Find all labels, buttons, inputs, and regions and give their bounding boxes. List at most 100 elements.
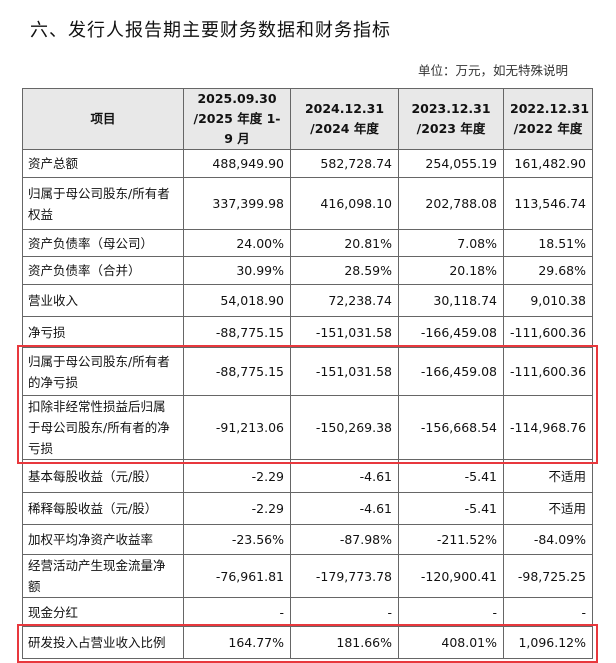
value-cell: -87.98%: [290, 524, 399, 555]
value-cell: 7.08%: [398, 229, 504, 257]
value-cell: -150,269.38: [290, 395, 399, 460]
value-cell: 30,118.74: [398, 284, 504, 317]
value-cell: -: [398, 597, 504, 627]
header-cell: 2024.12.31/2024 年度: [290, 88, 399, 150]
value-cell: -166,459.08: [398, 347, 504, 396]
row: 归属于母公司股东/所有者的净亏损 -88,775.15 -151,031.58 -16…: [22, 347, 593, 396]
row: 归属于母公司股东/所有者权益 337,399.98 416,098.10 202,78…: [22, 177, 593, 230]
value-cell: -5.41: [398, 492, 504, 525]
header-line: 项目: [90, 111, 116, 126]
value-cell: -114,968.76: [503, 395, 593, 460]
value-cell: 1,096.12%: [503, 626, 593, 659]
value-cell: -4.61: [290, 459, 399, 493]
row-label: 归属于母公司股东/所有者的净亏损: [22, 347, 184, 396]
row: 研发投入占营业收入比例 164.77% 181.66% 408.01% 1,096.12…: [22, 626, 593, 659]
value-cell: -156,668.54: [398, 395, 504, 460]
value-cell: -151,031.58: [290, 347, 399, 396]
row: 资产负债率（合并） 30.99% 28.59% 20.18% 29.68%: [22, 256, 593, 285]
header-cell: 2022.12.31/2022 年度: [503, 88, 593, 150]
value-cell: -76,961.81: [183, 554, 291, 598]
value-cell: -98,725.25: [503, 554, 593, 598]
row: 现金分红 - - - -: [22, 597, 593, 627]
value-cell: 9,010.38: [503, 284, 593, 317]
value-cell: 不适用: [503, 492, 593, 525]
value-cell: 18.51%: [503, 229, 593, 257]
row-label: 营业收入: [22, 284, 184, 317]
value-cell: -2.29: [183, 492, 291, 525]
value-cell: -23.56%: [183, 524, 291, 555]
value-cell: -2.29: [183, 459, 291, 493]
value-cell: 254,055.19: [398, 149, 504, 178]
value-cell: 30.99%: [183, 256, 291, 285]
value-cell: -111,600.36: [503, 316, 593, 348]
value-cell: 582,728.74: [290, 149, 399, 178]
row-label: 归属于母公司股东/所有者权益: [22, 177, 184, 230]
value-cell: 28.59%: [290, 256, 399, 285]
header-line: /2022 年度: [513, 121, 583, 136]
header-line: /2025 年度 1-9 月: [193, 111, 281, 146]
value-cell: 408.01%: [398, 626, 504, 659]
row-label: 资产总额: [22, 149, 184, 178]
header-cell: 2023.12.31/2023 年度: [398, 88, 504, 150]
header-cell: 项目: [22, 88, 184, 150]
value-cell: 72,238.74: [290, 284, 399, 317]
value-cell: -166,459.08: [398, 316, 504, 348]
title: 六、发行人报告期主要财务数据和财务指标: [30, 20, 391, 41]
row: 稀释每股收益（元/股） -2.29 -4.61 -5.41 不适用: [22, 492, 593, 525]
row: 营业收入 54,018.90 72,238.74 30,118.74 9,010.38: [22, 284, 593, 317]
header-line: /2023 年度: [416, 121, 486, 136]
value-cell: -111,600.36: [503, 347, 593, 396]
row-label: 现金分红: [22, 597, 184, 627]
header-line: /2024 年度: [310, 121, 379, 136]
table: 项目 2025.09.30/2025 年度 1-9 月 2024.12.31/202…: [22, 88, 593, 659]
value-cell: 113,546.74: [503, 177, 593, 230]
value-cell: 337,399.98: [183, 177, 291, 230]
value-cell: 161,482.90: [503, 149, 593, 178]
value-cell: 164.77%: [183, 626, 291, 659]
value-cell: -84.09%: [503, 524, 593, 555]
row-label: 研发投入占营业收入比例: [22, 626, 184, 659]
row: 净亏损 -88,775.15 -151,031.58 -166,459.08 -111,…: [22, 316, 593, 348]
value-cell: 54,018.90: [183, 284, 291, 317]
row-label: 净亏损: [22, 316, 184, 348]
value-cell: 416,098.10: [290, 177, 399, 230]
value-cell: 20.18%: [398, 256, 504, 285]
row: 加权平均净资产收益率 -23.56% -87.98% -211.52% -84.09%: [22, 524, 593, 555]
header-line: 2025.09.30: [197, 91, 277, 106]
row-label: 扣除非经常性损益后归属于母公司股东/所有者的净亏损: [22, 395, 184, 460]
value-cell: -88,775.15: [183, 347, 291, 396]
row: 基本每股收益（元/股） -2.29 -4.61 -5.41 不适用: [22, 459, 593, 493]
value-cell: -4.61: [290, 492, 399, 525]
row-label: 加权平均净资产收益率: [22, 524, 184, 555]
row: 资产总额 488,949.90 582,728.74 254,055.19 161,48…: [22, 149, 593, 178]
value-cell: -: [183, 597, 291, 627]
value-cell: -120,900.41: [398, 554, 504, 598]
unit-note: 单位：万元，如无特殊说明: [417, 63, 568, 78]
value-cell: -179,773.78: [290, 554, 399, 598]
value-cell: -211.52%: [398, 524, 504, 555]
value-cell: 24.00%: [183, 229, 291, 257]
row: 扣除非经常性损益后归属于母公司股东/所有者的净亏损 -91,213.06 -150,…: [22, 395, 593, 460]
row-label: 资产负债率（合并）: [22, 256, 184, 285]
header-line: 2023.12.31: [411, 101, 491, 116]
header-cell: 2025.09.30/2025 年度 1-9 月: [183, 88, 291, 150]
value-cell: -88,775.15: [183, 316, 291, 348]
value-cell: 20.81%: [290, 229, 399, 257]
value-cell: 202,788.08: [398, 177, 504, 230]
row: 资产负债率（母公司） 24.00% 20.81% 7.08% 18.51%: [22, 229, 593, 257]
header-line: 2024.12.31: [304, 101, 385, 116]
row-label: 经营活动产生现金流量净额: [22, 554, 184, 598]
row-label: 稀释每股收益（元/股）: [22, 492, 184, 525]
value-cell: -5.41: [398, 459, 504, 493]
value-cell: -: [503, 597, 593, 627]
header-line: 2022.12.31: [510, 101, 590, 116]
value-cell: -91,213.06: [183, 395, 291, 460]
value-cell: -151,031.58: [290, 316, 399, 348]
value-cell: 181.66%: [290, 626, 399, 659]
row-label: 资产负债率（母公司）: [22, 229, 184, 257]
row: 经营活动产生现金流量净额 -76,961.81 -179,773.78 -120,90…: [22, 554, 593, 598]
value-cell: 不适用: [503, 459, 593, 493]
value-cell: 488,949.90: [183, 149, 291, 178]
value-cell: 29.68%: [503, 256, 593, 285]
value-cell: -: [290, 597, 399, 627]
